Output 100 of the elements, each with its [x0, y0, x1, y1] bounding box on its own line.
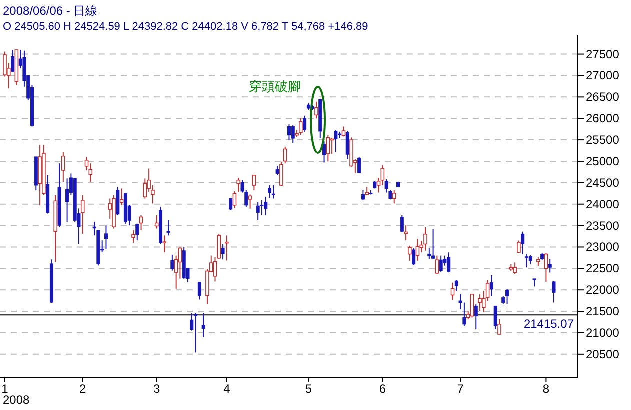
candlestick — [435, 255, 440, 275]
candlestick — [225, 235, 229, 262]
candlestick — [544, 252, 548, 282]
candlestick — [400, 215, 404, 233]
y-tick-label: 27500 — [586, 47, 620, 62]
y-tick-label: 26500 — [586, 90, 620, 104]
candlestick — [454, 280, 458, 292]
candlestick — [280, 161, 284, 187]
x-tick-label: 8 — [542, 382, 550, 396]
x-tick-label: 2 — [80, 382, 87, 396]
ref-line-label: 21415.07 — [524, 317, 574, 332]
y-tick-label: 25500 — [586, 133, 620, 148]
candlestick — [283, 146, 288, 164]
candlestick — [408, 245, 412, 262]
candlestick — [342, 126, 346, 138]
annotation: 穿頭破腳 — [249, 79, 301, 94]
candlestick — [272, 184, 276, 200]
candlestick — [252, 174, 256, 191]
candlestick — [166, 220, 170, 236]
chart-subtitle: O 24505.60 H 24524.59 L 24392.82 C 24402.18 V 6,782 T 54,768 +146.89 — [3, 21, 368, 33]
candlestick — [548, 258, 552, 274]
candlestick — [291, 124, 295, 144]
candlestick — [478, 294, 482, 312]
candlestick — [264, 196, 268, 216]
candlestick — [474, 304, 478, 330]
candlestick — [104, 225, 108, 250]
candlestick — [439, 255, 443, 273]
candlestick — [62, 152, 66, 183]
chart-title: 2008/06/06 - 日線 — [3, 4, 98, 18]
candlestick — [470, 294, 474, 318]
candlestick — [326, 134, 330, 162]
candlestick — [260, 200, 264, 216]
y-tick-label: 24500 — [586, 176, 620, 190]
candlestick — [232, 190, 237, 209]
candlestick — [521, 231, 525, 256]
x-axis-title: 2008 — [3, 393, 30, 407]
candlestick — [412, 248, 416, 266]
candlestick — [314, 101, 318, 120]
y-tick-label: 20500 — [586, 347, 620, 362]
y-tick-label: 26000 — [586, 112, 620, 126]
y-tick-label: 21000 — [586, 326, 620, 340]
x-tick-label: 1 — [2, 382, 9, 396]
y-tick-label: 22500 — [586, 262, 620, 276]
candlestick — [170, 254, 174, 272]
candlestick — [517, 240, 521, 254]
candlestick — [139, 215, 144, 232]
candlestick — [552, 280, 556, 304]
y-tick-label: 23000 — [586, 240, 620, 254]
candlestick — [11, 50, 15, 72]
candlestick — [494, 306, 498, 330]
candlestick — [528, 254, 532, 265]
candlestick — [490, 274, 494, 297]
y-tick-label: 23500 — [586, 218, 620, 233]
candlestick — [462, 302, 466, 327]
x-tick-label: 6 — [379, 382, 386, 396]
candlestick — [268, 184, 272, 199]
candlestick — [428, 248, 432, 260]
candlestick — [229, 198, 233, 211]
candlestick — [132, 230, 136, 244]
x-tick-label: 4 — [224, 382, 231, 396]
candlestick — [276, 165, 280, 176]
candlestick — [458, 294, 462, 310]
candlestick — [236, 177, 241, 192]
candlestick — [299, 118, 303, 136]
candlestick — [506, 288, 510, 305]
y-tick-label: 27000 — [586, 68, 620, 83]
candlestick — [346, 130, 350, 160]
candlestick — [162, 235, 167, 253]
x-tick-label: 3 — [154, 382, 161, 396]
candlestick — [361, 190, 365, 201]
candlestick — [202, 312, 206, 338]
candlestick — [221, 244, 225, 260]
candlestick — [287, 124, 291, 141]
y-tick-label: 24000 — [586, 197, 620, 212]
candlestick — [303, 115, 307, 132]
candlestick — [198, 282, 202, 300]
y-tick-label: 22000 — [586, 283, 620, 298]
candlestick — [450, 282, 455, 300]
candlestick — [136, 223, 140, 242]
candlestick — [447, 252, 451, 274]
candlestick — [154, 215, 159, 230]
candlestick — [524, 254, 528, 268]
candlestick — [248, 194, 252, 210]
candlestick — [190, 312, 194, 332]
x-tick-label: 5 — [305, 382, 312, 396]
candlestick — [120, 188, 124, 206]
candlestick — [416, 238, 420, 262]
candlestick — [358, 156, 362, 174]
y-tick-label: 21500 — [586, 304, 620, 319]
candlestick — [194, 312, 198, 354]
x-tick-label: 7 — [457, 382, 464, 396]
candlestick — [334, 130, 338, 153]
candlestick — [498, 318, 502, 335]
candlestick — [432, 228, 436, 260]
candlestick — [424, 227, 428, 252]
candlestick — [513, 262, 517, 275]
candlestick — [256, 202, 260, 221]
candlestick — [80, 194, 85, 234]
candlestick — [392, 190, 396, 204]
candlestick — [330, 137, 334, 154]
